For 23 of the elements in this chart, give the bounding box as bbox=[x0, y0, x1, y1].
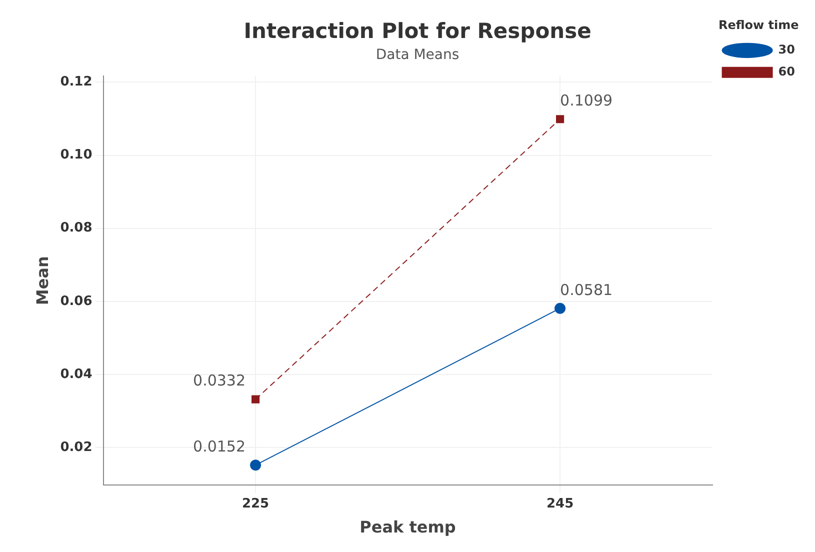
legend-title: Reflow time bbox=[718, 18, 799, 32]
x-axis-title: Peak temp bbox=[360, 518, 456, 537]
data-label: 0.0581 bbox=[560, 280, 613, 299]
chart-subtitle: Data Means bbox=[376, 47, 460, 64]
data-label: 0.1099 bbox=[560, 92, 613, 110]
x-tick-label: 245 bbox=[546, 496, 574, 512]
chart-title: Interaction Plot for Response bbox=[244, 19, 592, 44]
x-tick-label: 225 bbox=[242, 496, 270, 512]
point bbox=[251, 395, 260, 404]
y-tick-label: 0.02 bbox=[60, 440, 92, 455]
y-tick-label: 0.08 bbox=[60, 220, 92, 236]
point bbox=[556, 115, 564, 124]
y-tick-label: 0.10 bbox=[60, 148, 92, 163]
legend-label: 60 bbox=[778, 64, 796, 79]
y-tick-label: 0.04 bbox=[60, 366, 92, 382]
point bbox=[250, 460, 262, 471]
data-label: 0.0152 bbox=[193, 437, 246, 456]
legend-label: 30 bbox=[778, 42, 796, 57]
y-tick-label: 0.06 bbox=[60, 294, 92, 309]
y-axis-title: Mean bbox=[32, 256, 52, 306]
y-tick-label: 0.12 bbox=[60, 74, 92, 90]
data-label: 0.0332 bbox=[193, 372, 246, 390]
point bbox=[554, 302, 566, 314]
